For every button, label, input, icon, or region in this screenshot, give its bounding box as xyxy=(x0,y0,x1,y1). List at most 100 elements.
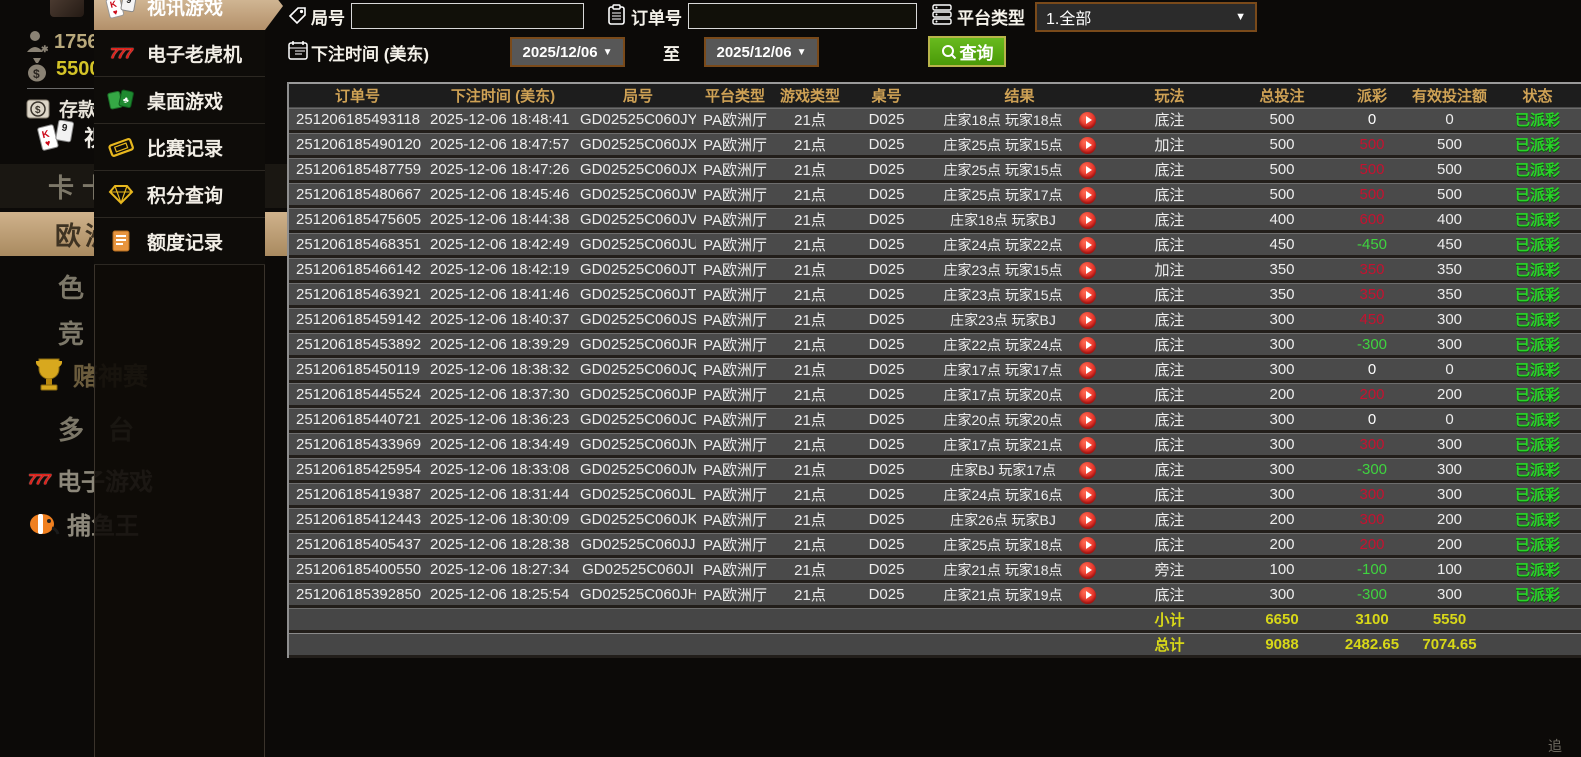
platform-type-value: 1.全部 xyxy=(1046,11,1092,28)
cell-total-bet: 300 xyxy=(1227,458,1337,483)
table-row: 251206185466142 2025-12-06 18:42:19 GD0252… xyxy=(289,258,1581,283)
cell-play-type: 底注 xyxy=(1112,158,1227,183)
cell-status: 已派彩 xyxy=(1492,308,1581,333)
play-icon[interactable] xyxy=(1079,386,1096,404)
cell-round-no: GD02525C060JL xyxy=(580,483,696,508)
cell-payout: 350 xyxy=(1337,283,1407,308)
flyout-item-label: 电子老虎机 xyxy=(147,44,243,66)
cell-status: 已派彩 xyxy=(1492,258,1581,283)
flyout-item-match-records[interactable]: 比赛记录 xyxy=(94,124,265,171)
cell-result: 庄家18点 玩家18点 xyxy=(927,108,1112,133)
flyout-item-slots[interactable]: 777 电子老虎机 xyxy=(94,30,265,77)
platform-type-label: 平台类型 xyxy=(957,9,1025,28)
cell-round-no: GD02525C060JK xyxy=(580,508,696,533)
cell-total-bet: 300 xyxy=(1227,583,1337,608)
table-row: 251206185392850 2025-12-06 18:25:54 GD0252… xyxy=(289,583,1581,608)
play-icon[interactable] xyxy=(1079,136,1096,154)
table-row: 251206185450119 2025-12-06 18:38:32 GD0252… xyxy=(289,358,1581,383)
cell-platform: PA欧洲厅 xyxy=(696,333,774,358)
table-row: 251206185412443 2025-12-06 18:30:09 GD0252… xyxy=(289,508,1581,533)
cell-total-bet: 500 xyxy=(1227,133,1337,158)
date-from-select[interactable]: 2025/12/06 ▼ xyxy=(510,37,625,67)
cell-result: 庄家25点 玩家15点 xyxy=(927,158,1112,183)
play-icon[interactable] xyxy=(1079,336,1096,354)
cell-play-type: 底注 xyxy=(1112,333,1227,358)
table-row: 251206185490120 2025-12-06 18:47:57 GD0252… xyxy=(289,133,1581,158)
play-icon[interactable] xyxy=(1079,286,1096,304)
sidebar-item-jing[interactable]: 竞 xyxy=(58,319,85,349)
cell-result: 庄家22点 玩家24点 xyxy=(927,333,1112,358)
play-icon[interactable] xyxy=(1079,186,1096,204)
cell-valid-bet: 500 xyxy=(1407,158,1492,183)
play-icon[interactable] xyxy=(1079,211,1096,229)
svg-text:K: K xyxy=(109,0,118,9)
cell-result: 庄家17点 玩家17点 xyxy=(927,358,1112,383)
cell-total-bet: 500 xyxy=(1227,183,1337,208)
cell-result: 庄家21点 玩家18点 xyxy=(927,558,1112,583)
cell-payout: -300 xyxy=(1337,583,1407,608)
cell-total-bet: 300 xyxy=(1227,433,1337,458)
gem-icon xyxy=(105,183,137,205)
play-icon[interactable] xyxy=(1079,461,1096,479)
cell-round-no: GD02525C060JO xyxy=(580,408,696,433)
flyout-item-video-games[interactable]: K ♥ 9 视讯游戏 xyxy=(94,0,283,30)
order-no-input[interactable] xyxy=(688,3,917,29)
cell-payout: 300 xyxy=(1337,433,1407,458)
col-order-no: 订单号 xyxy=(289,82,426,108)
play-icon[interactable] xyxy=(1079,411,1096,429)
play-icon[interactable] xyxy=(1079,511,1096,529)
query-button[interactable]: 查询 xyxy=(928,36,1006,67)
result-text: 庄家24点 玩家16点 xyxy=(943,486,1063,503)
cell-valid-bet: 0 xyxy=(1407,108,1492,133)
cell-round-no: GD02525C060JV xyxy=(580,208,696,233)
video-games-item[interactable]: K ♥ 9 视 xyxy=(36,120,106,154)
divider xyxy=(27,88,95,89)
cell-valid-bet: 200 xyxy=(1407,508,1492,533)
flyout-item-points-query[interactable]: 积分查询 xyxy=(94,171,265,218)
round-no-input[interactable] xyxy=(351,3,584,29)
watermark: 追 xyxy=(1548,738,1562,754)
clipboard-icon xyxy=(608,4,625,30)
cell-total-bet: 350 xyxy=(1227,283,1337,308)
play-icon[interactable] xyxy=(1079,311,1096,329)
play-icon[interactable] xyxy=(1079,161,1096,179)
cell-platform: PA欧洲厅 xyxy=(696,308,774,333)
deposit-item[interactable]: $ 存款 xyxy=(26,95,97,122)
cell-round-no: GD02525C060JX xyxy=(580,158,696,183)
play-icon[interactable] xyxy=(1079,361,1096,379)
balance: 5500 xyxy=(56,58,101,80)
result-text: 庄家21点 玩家19点 xyxy=(943,586,1063,603)
flyout-item-quota-records[interactable]: 额度记录 xyxy=(94,218,265,265)
play-icon[interactable] xyxy=(1079,561,1096,579)
sidebar-item-se[interactable]: 色 xyxy=(58,273,85,303)
play-icon[interactable] xyxy=(1079,436,1096,454)
cell-bet-time: 2025-12-06 18:33:08 xyxy=(426,458,580,483)
cell-game-type: 21点 xyxy=(774,258,846,283)
document-icon xyxy=(105,229,137,253)
play-icon[interactable] xyxy=(1079,536,1096,554)
play-icon[interactable] xyxy=(1079,236,1096,254)
cell-play-type: 底注 xyxy=(1112,433,1227,458)
cell-round-no: GD02525C060JX xyxy=(580,133,696,158)
cell-total-bet: 350 xyxy=(1227,258,1337,283)
cell-play-type: 底注 xyxy=(1112,533,1227,558)
result-text: 庄家24点 玩家22点 xyxy=(943,236,1063,253)
cell-play-type: 底注 xyxy=(1112,358,1227,383)
platform-type-select[interactable]: 1.全部 ▼ xyxy=(1035,2,1257,32)
avatar[interactable] xyxy=(50,0,84,17)
flyout-item-table-games[interactable]: ♣ 桌面游戏 xyxy=(94,77,265,124)
play-icon[interactable] xyxy=(1079,486,1096,504)
table-games-icon: ♣ xyxy=(105,88,137,112)
cell-result: 庄家24点 玩家16点 xyxy=(927,483,1112,508)
table-row: 251206185445524 2025-12-06 18:37:30 GD0252… xyxy=(289,383,1581,408)
date-to-select[interactable]: 2025/12/06 ▼ xyxy=(704,37,819,67)
slots-777-icon: 777 xyxy=(109,44,133,62)
play-icon[interactable] xyxy=(1079,586,1096,604)
result-text: 庄家18点 玩家18点 xyxy=(943,111,1063,128)
cell-bet-time: 2025-12-06 18:28:38 xyxy=(426,533,580,558)
play-icon[interactable] xyxy=(1079,111,1096,129)
play-icon[interactable] xyxy=(1079,261,1096,279)
cell-valid-bet: 500 xyxy=(1407,133,1492,158)
cell-total-bet: 450 xyxy=(1227,233,1337,258)
cell-payout: 350 xyxy=(1337,258,1407,283)
